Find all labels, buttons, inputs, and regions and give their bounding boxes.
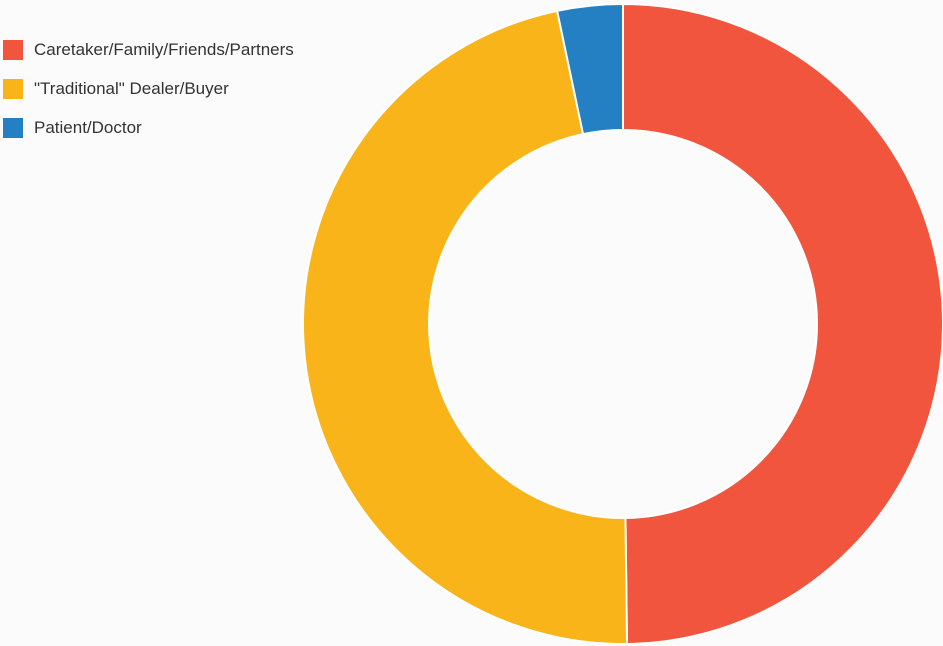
legend-item-dealer-buyer[interactable]: "Traditional" Dealer/Buyer (3, 69, 294, 108)
slice-dealer-buyer[interactable] (302, 9, 629, 645)
legend-item-caretaker[interactable]: Caretaker/Family/Friends/Partners (3, 30, 294, 69)
legend-swatch-patient-doctor (3, 117, 23, 138)
legend-label-caretaker: Caretaker/Family/Friends/Partners (34, 39, 294, 59)
chart-legend: Caretaker/Family/Friends/Partners "Tradi… (3, 30, 294, 147)
slice-caretaker[interactable] (622, 2, 943, 645)
legend-swatch-dealer-buyer (3, 78, 23, 99)
legend-swatch-caretaker (3, 39, 23, 60)
legend-label-patient-doctor: Patient/Doctor (34, 117, 142, 137)
legend-item-patient-doctor[interactable]: Patient/Doctor (3, 108, 294, 147)
legend-label-dealer-buyer: "Traditional" Dealer/Buyer (34, 78, 229, 98)
slice-patient-doctor[interactable] (555, 2, 624, 136)
